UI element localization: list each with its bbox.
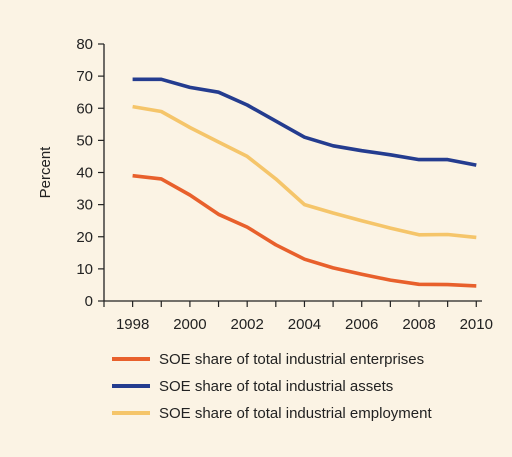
x-tick-label: 2006 [345, 316, 378, 333]
series-line-0 [132, 173, 477, 288]
legend-label-2: SOE share of total industrial employment [159, 405, 432, 422]
x-tick-label: 2002 [230, 316, 263, 333]
x-tick-label: 2000 [173, 316, 206, 333]
legend: SOE share of total industrial enterprise… [112, 351, 432, 422]
axes: 0 10 20 30 40 50 60 70 80 1998 2000 2002 2004 2006 200… [37, 36, 493, 333]
x-tick-label: 2004 [288, 316, 321, 333]
y-tick-label: 20 [76, 229, 93, 246]
y-tick-label: 40 [76, 165, 93, 182]
y-tick-label: 30 [76, 197, 93, 214]
y-tick-label: 60 [76, 100, 93, 117]
series-lines [132, 77, 477, 288]
x-tick-label: 2010 [460, 316, 493, 333]
series-line-1 [132, 77, 477, 167]
x-tick-label: 2008 [402, 316, 435, 333]
y-tick-label: 70 [76, 68, 93, 85]
series-line-2 [132, 104, 477, 240]
y-tick-label: 0 [85, 293, 93, 310]
x-tick-label: 1998 [116, 316, 149, 333]
y-tick-label: 50 [76, 132, 93, 149]
y-tick-label: 80 [76, 36, 93, 53]
y-axis-label: Percent [37, 146, 54, 199]
legend-label-0: SOE share of total industrial enterprise… [159, 351, 424, 368]
legend-label-1: SOE share of total industrial assets [159, 378, 393, 395]
y-tick-label: 10 [76, 261, 93, 278]
